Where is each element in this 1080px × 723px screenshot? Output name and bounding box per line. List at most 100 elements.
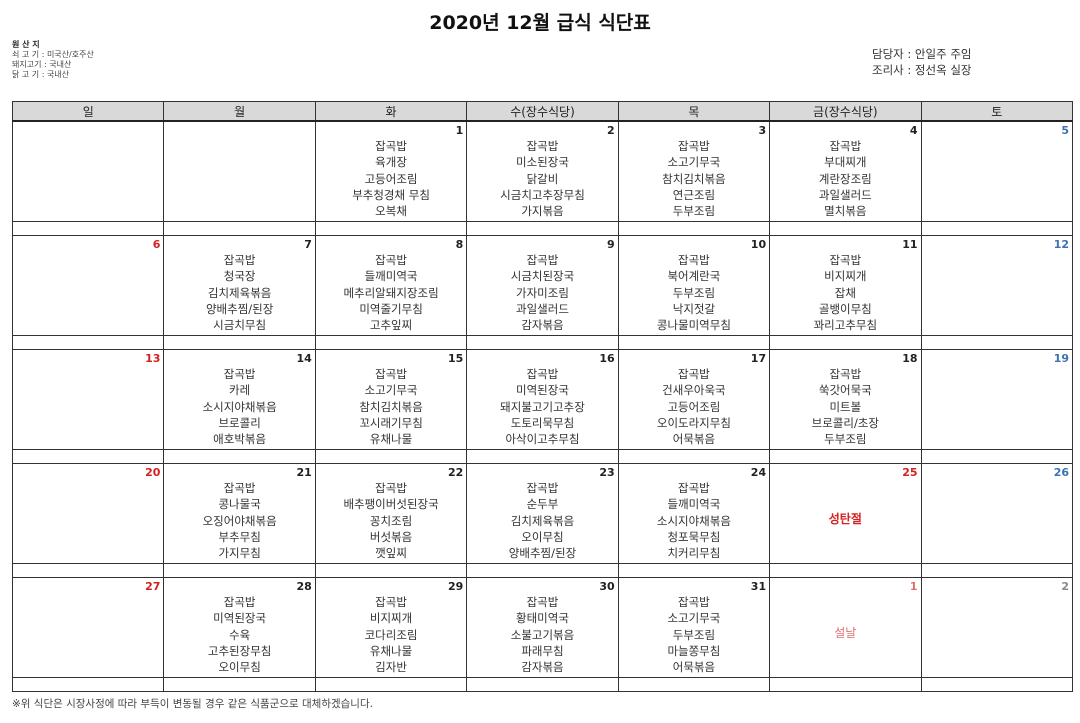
menu-item: 연근조림 [672, 187, 716, 202]
menu-item: 과일샐러드 [818, 187, 872, 202]
menu-item: 참치김치볶음 [662, 171, 726, 186]
weekday-header: 토 [920, 101, 1074, 122]
menu-item: 브로콜리 [218, 415, 261, 430]
date-number: 24 [750, 466, 767, 479]
spacer-row [11, 335, 1074, 350]
menu-list: 잡곡밥 콩나물국 오징어야채볶음 부추무침 가지무침 [164, 480, 314, 561]
menu-item: 잡곡밥 [526, 367, 559, 381]
cook: 조리사 : 정선옥 실장 [872, 63, 972, 77]
spacer-cell [466, 563, 619, 578]
menu-item: 두부조림 [672, 204, 716, 219]
spacer-cell [617, 449, 771, 464]
menu-item: 배추팽이버섯된장국 [343, 497, 439, 512]
day-cell: 19 [920, 349, 1074, 450]
menu-item: 비지찌개 [824, 269, 867, 284]
menu-item: 깻잎찌 [375, 546, 407, 561]
footnote: ※위 식단은 시장사정에 따라 부득이 변동될 경우 같은 식품군으로 대체하겠… [12, 698, 373, 710]
spacer-cell [920, 221, 1074, 236]
menu-list: 잡곡밥 배추팽이버섯된장국 꽁치조림 버섯볶음 깻잎찌 [316, 480, 466, 561]
day-cell: 11 잡곡밥 비지찌개 잡채 골뱅이무침 꽈리고추무침 [769, 235, 922, 336]
menu-item: 김치제육볶음 [207, 285, 272, 300]
spacer-cell [11, 335, 165, 350]
menu-list: 잡곡밥 황태미역국 소불고기볶음 파래무침 감자볶음 [467, 594, 617, 675]
week-row: 6 7 잡곡밥 청국장 김치제육볶음 양배추찜/된장 시금치무침 8 잡곡밥 들깨미역국 메추리알돼… [11, 235, 1074, 336]
holiday-label: 설날 [834, 626, 857, 640]
week-row: 13 14 잡곡밥 카레 소시지야채볶음 브로콜리 애호박볶음 15 잡곡밥 소고기무국 참치김치볶… [11, 349, 1074, 450]
meal-calendar: 일 월 화 수(장수식당) 목 금(장수식당) 토 1 잡곡밥 육개장 고등어조림 부추청경채 무침… [11, 101, 1074, 692]
menu-item: 황태미역국 [516, 611, 569, 626]
menu-item: 김자반 [375, 660, 407, 675]
day-cell: 20 [11, 463, 165, 564]
menu-list: 잡곡밥 들깨미역국 메추리알돼지장조림 미역줄기무침 고추잎찌 [316, 252, 466, 333]
menu-item: 소고기무국 [667, 155, 721, 170]
spacer-cell [466, 335, 619, 350]
date-number: 21 [296, 466, 312, 479]
menu-item: 계란장조림 [818, 171, 872, 186]
holiday-label: 성탄절 [828, 512, 862, 526]
menu-item: 청포묵무침 [667, 529, 721, 544]
week-row: 1 잡곡밥 육개장 고등어조림 부추청경채 무침 오복채 2 잡곡밥 미소된장국 닭갈비 시금치고추… [11, 120, 1074, 222]
day-cell: 25 성탄절 [769, 463, 922, 564]
day-cell: 14 잡곡밥 카레 소시지야채볶음 브로콜리 애호박볶음 [163, 349, 316, 450]
menu-list: 잡곡밥 미역된장국 수육 고추된장무침 오이무침 [164, 594, 314, 675]
menu-item: 잡곡밥 [678, 139, 710, 153]
menu-item: 잡곡밥 [375, 253, 407, 267]
day-cell: 16 잡곡밥 미역된장국 돼지불고기고추장 도토리묵무침 아삭이고추무침 [466, 349, 619, 450]
day-cell: 26 [920, 463, 1074, 564]
day-cell: 31 잡곡밥 소고기무국 두부조림 마늘쫑무침 어묵볶음 [617, 577, 771, 678]
spacer-cell [617, 563, 771, 578]
menu-item: 잡곡밥 [223, 481, 256, 495]
menu-item: 잡곡밥 [375, 481, 407, 495]
menu-item: 두부조림 [824, 432, 867, 447]
day-cell: 10 잡곡밥 북어계란국 두부조림 낙지젓갈 콩나물미역무침 [617, 235, 771, 336]
day-cell: 3 잡곡밥 소고기무국 참치김치볶음 연근조림 두부조림 [617, 120, 771, 222]
menu-item: 유채나물 [369, 643, 413, 658]
menu-item: 미역된장국 [516, 383, 569, 398]
menu-item: 멸치볶음 [824, 204, 867, 219]
week-row: 20 21 잡곡밥 콩나물국 오징어야채볶음 부추무침 가지무침 22 잡곡밥 배추팽이버섯된장국… [11, 463, 1074, 564]
menu-item: 잡곡밥 [375, 139, 407, 153]
spacer-cell [163, 221, 316, 236]
day-cell: 6 [11, 235, 165, 336]
day-cell: 2 잡곡밥 미소된장국 닭갈비 시금치고추장무침 가지볶음 [466, 120, 619, 222]
menu-item: 치커리무침 [667, 546, 721, 561]
menu-item: 잡채 [834, 285, 856, 300]
menu-item: 육개장 [375, 155, 407, 170]
page-title: 2020년 12월 급식 식단표 [429, 12, 651, 34]
menu-item: 어묵볶음 [672, 432, 716, 447]
day-cell: 12 [920, 235, 1074, 336]
menu-list: 잡곡밥 비지찌개 코다리조림 유채나물 김자반 [316, 594, 466, 675]
menu-item: 잡곡밥 [829, 139, 862, 153]
spacer-cell [314, 563, 468, 578]
menu-item: 건새우아욱국 [662, 383, 726, 398]
date-number: 5 [1061, 124, 1069, 137]
menu-item: 가지무침 [218, 546, 261, 561]
date-number: 15 [447, 352, 464, 365]
day-cell: 5 [920, 120, 1074, 222]
menu-list: 잡곡밥 소고기무국 참치김치볶음 꼬시래기무침 유채나물 [316, 366, 466, 447]
day-cell: 21 잡곡밥 콩나물국 오징어야채볶음 부추무침 가지무침 [163, 463, 316, 564]
menu-item: 미소된장국 [516, 155, 569, 170]
menu-item: 오이도라지무침 [656, 415, 731, 430]
origin-pork: 돼지고기 : 국내산 [12, 60, 72, 69]
menu-item: 콩나물미역무침 [656, 318, 731, 333]
date-number: 20 [145, 466, 161, 479]
menu-item: 소고기무국 [364, 383, 418, 398]
day-cell: 1 잡곡밥 육개장 고등어조림 부추청경채 무침 오복채 [314, 120, 468, 222]
menu-list: 잡곡밥 들깨미역국 소시지야채볶음 청포묵무침 치커리무침 [619, 480, 769, 561]
menu-item: 시금치된장국 [510, 269, 575, 284]
menu-item: 고추된장무침 [207, 643, 272, 658]
day-cell: 24 잡곡밥 들깨미역국 소시지야채볶음 청포묵무침 치커리무침 [617, 463, 771, 564]
menu-item: 오징어야채볶음 [202, 513, 277, 528]
menu-item: 닭갈비 [526, 171, 559, 186]
menu-item: 부추무침 [218, 529, 261, 544]
menu-item: 마늘쫑무침 [667, 643, 721, 658]
menu-item: 유채나물 [369, 432, 413, 447]
spacer-row [11, 449, 1074, 464]
weekday-header: 금(장수식당) [769, 101, 922, 122]
spacer-cell [466, 221, 619, 236]
menu-item: 양배추찜/된장 [508, 546, 577, 561]
date-number: 1 [909, 580, 918, 593]
menu-item: 잡곡밥 [223, 595, 256, 609]
menu-item: 소시지야채볶음 [202, 399, 277, 414]
